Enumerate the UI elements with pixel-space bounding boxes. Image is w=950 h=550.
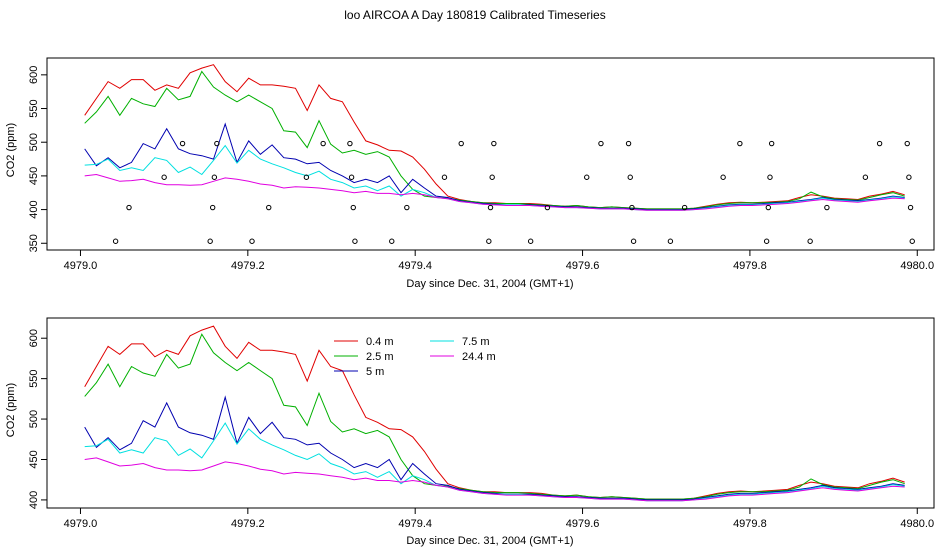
bottom-series-line xyxy=(84,395,905,501)
top-data-point xyxy=(737,140,743,147)
legend-label: 7.5 m xyxy=(462,336,490,348)
bottom-series-line xyxy=(84,422,905,502)
legend-label: 2.5 m xyxy=(366,351,394,363)
top-ytick-label: 350 xyxy=(28,234,40,252)
top-data-point xyxy=(458,140,464,147)
bottom-plot-frame xyxy=(46,317,935,509)
top-data-point xyxy=(807,238,813,244)
top-ytick-label: 600 xyxy=(28,66,40,84)
top-data-point xyxy=(266,204,272,211)
bottom-ytick-label: 550 xyxy=(28,369,40,387)
top-xtick-label: 4979.6 xyxy=(566,260,600,272)
top-data-point xyxy=(906,174,912,180)
top-xtick-label: 4980.0 xyxy=(900,260,934,272)
top-xtick-label: 4979.2 xyxy=(231,260,265,272)
bottom-xlabel: Day since Dec. 31, 2004 (GMT+1) xyxy=(406,535,573,547)
bottom-xtick-label: 4979.6 xyxy=(566,518,600,530)
top-data-point xyxy=(209,204,216,211)
bottom-series-line xyxy=(84,333,905,500)
top-ytick-label: 550 xyxy=(28,99,40,117)
top-data-point xyxy=(527,238,534,244)
top-data-point xyxy=(211,174,218,180)
top-series-line xyxy=(84,64,905,210)
top-ylabel: CO2 (ppm) xyxy=(5,123,17,177)
bottom-ytick-label: 400 xyxy=(28,491,40,509)
top-xtick-label: 4979.0 xyxy=(64,260,98,272)
top-data-point xyxy=(112,238,119,244)
top-data-point xyxy=(667,238,674,244)
top-data-point xyxy=(352,238,358,244)
top-data-point xyxy=(389,238,395,244)
bottom-ytick-label: 500 xyxy=(28,410,40,428)
top-data-point xyxy=(179,140,186,147)
top-data-point xyxy=(404,204,410,211)
bottom-xtick-label: 4979.8 xyxy=(733,518,767,530)
top-data-point xyxy=(491,140,497,147)
top-data-point xyxy=(768,140,775,147)
top-data-point xyxy=(767,174,773,180)
bottom-xtick-label: 4979.0 xyxy=(64,518,98,530)
legend-label: 0.4 m xyxy=(366,336,394,348)
top-data-point xyxy=(584,174,590,180)
top-ytick-label: 500 xyxy=(28,133,40,151)
top-data-point xyxy=(763,238,770,244)
bottom-xtick-label: 4980.0 xyxy=(900,518,934,530)
top-data-point xyxy=(487,204,494,211)
top-data-point xyxy=(350,204,356,211)
chart-title: loo AIRCOA A Day 180819 Calibrated Times… xyxy=(344,8,605,22)
top-plot-frame xyxy=(46,57,935,251)
top-xtick-label: 4979.4 xyxy=(398,260,432,272)
top-data-point xyxy=(486,238,492,244)
bottom-xtick-label: 4979.4 xyxy=(398,518,432,530)
top-ytick-label: 400 xyxy=(28,200,40,218)
top-data-point xyxy=(489,174,495,180)
top-series-line xyxy=(84,122,905,211)
bottom-ytick-label: 600 xyxy=(28,329,40,347)
top-data-point xyxy=(126,204,132,211)
top-data-point xyxy=(348,174,355,180)
top-ytick-label: 450 xyxy=(28,167,40,185)
top-data-point xyxy=(161,174,167,180)
top-data-point xyxy=(765,204,772,211)
legend: 0.4 m 2.5 m 5 m 7.5 m 24.4 m xyxy=(334,336,496,378)
top-panel: 4979.0 4979.2 4979.4 4979.6 4979.8 4980.0 350 4… xyxy=(28,57,935,272)
legend-label: 5 m xyxy=(366,366,384,378)
top-data-point xyxy=(876,140,883,147)
top-series-line xyxy=(84,70,905,210)
top-data-point xyxy=(907,204,914,211)
top-data-point xyxy=(629,204,635,211)
bottom-series-line xyxy=(84,325,905,500)
top-xtick-label: 4979.8 xyxy=(733,260,767,272)
top-data-point xyxy=(904,140,910,147)
top-data-point xyxy=(862,174,869,180)
top-data-point xyxy=(441,174,448,180)
top-data-point xyxy=(347,140,353,147)
top-data-point xyxy=(909,238,915,244)
legend-label: 24.4 m xyxy=(462,351,496,363)
top-data-point xyxy=(598,140,604,147)
bottom-ytick-label: 450 xyxy=(28,450,40,468)
bottom-panel: 4979.0 4979.2 4979.4 4979.6 4979.8 4980.0 400 4… xyxy=(28,317,935,530)
top-data-point xyxy=(214,140,220,147)
top-data-point xyxy=(824,204,830,211)
top-xlabel: Day since Dec. 31, 2004 (GMT+1) xyxy=(406,278,573,290)
bottom-xtick-label: 4979.2 xyxy=(231,518,265,530)
top-data-point xyxy=(207,238,213,244)
top-data-point xyxy=(303,174,310,180)
top-data-point xyxy=(681,204,688,211)
top-data-point xyxy=(320,140,326,147)
bottom-ylabel: CO2 (ppm) xyxy=(5,383,17,437)
top-data-point xyxy=(627,174,633,180)
top-data-point xyxy=(630,238,637,244)
top-series-line xyxy=(84,173,905,211)
top-data-point xyxy=(625,140,632,147)
bottom-series-line xyxy=(84,457,905,502)
top-data-point xyxy=(544,204,551,211)
top-data-point xyxy=(720,174,726,180)
top-data-point xyxy=(249,238,255,244)
